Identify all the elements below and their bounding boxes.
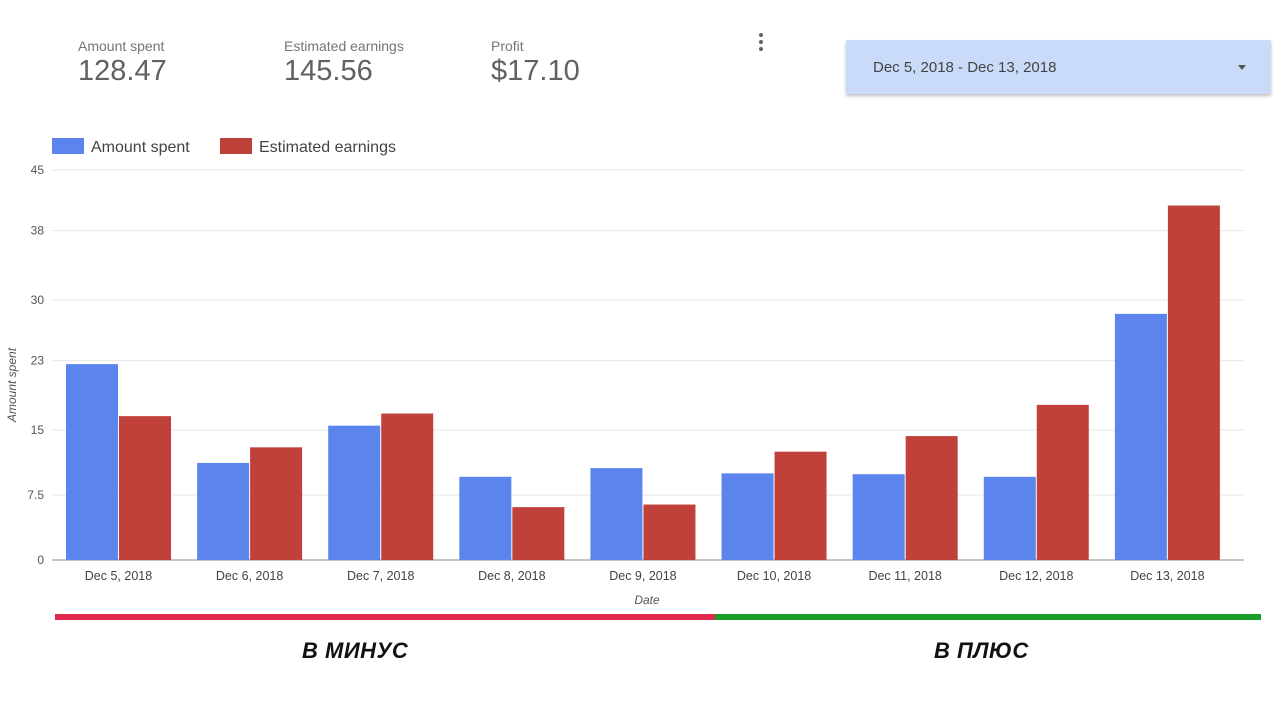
bar-amount-spent	[459, 476, 512, 560]
x-tick-label: Dec 13, 2018	[1130, 569, 1204, 583]
bar-amount-spent	[983, 476, 1036, 560]
kpi-value: 128.47	[78, 55, 167, 87]
x-tick-label: Dec 7, 2018	[347, 569, 414, 583]
x-tick-label: Dec 6, 2018	[216, 569, 283, 583]
bar-estimated-earnings	[774, 451, 827, 560]
kpi-amount-spent: Amount spent 128.47	[78, 38, 167, 88]
y-tick-label: 30	[31, 293, 45, 307]
bar-estimated-earnings	[905, 436, 958, 560]
x-axis-title: Date	[634, 593, 660, 607]
bar-amount-spent	[852, 474, 905, 560]
kpi-label: Amount spent	[78, 38, 165, 54]
bar-amount-spent	[66, 364, 118, 560]
kpi-profit: Profit $17.10	[491, 38, 580, 88]
y-tick-label: 23	[31, 354, 45, 368]
bar-chart: 0 7.5 15 23 30 38 45 Dec 5, 2018 Dec 6, 2018 Dec …	[5, 138, 1244, 607]
more-vert-icon[interactable]	[750, 30, 772, 54]
kpi-value: 145.56	[284, 55, 373, 87]
legend-swatch	[220, 138, 252, 154]
x-tick-label: Dec 9, 2018	[609, 569, 676, 583]
legend-label: Estimated earnings	[259, 139, 396, 156]
y-tick-label: 38	[31, 224, 45, 238]
loss-period-bar	[55, 614, 715, 620]
x-tick-label: Dec 11, 2018	[868, 569, 941, 583]
arrow-drop-down-icon	[1238, 65, 1246, 70]
bar-estimated-earnings	[643, 504, 696, 560]
bar-estimated-earnings	[381, 413, 434, 560]
y-axis-title: Amount spent	[5, 347, 19, 423]
bar-estimated-earnings	[250, 447, 303, 560]
bar-amount-spent	[1114, 313, 1167, 560]
bar-estimated-earnings	[119, 416, 171, 560]
bar-amount-spent	[721, 473, 774, 560]
kpi-label: Estimated earnings	[284, 38, 404, 54]
kpi-estimated-earnings: Estimated earnings 145.56	[284, 38, 404, 88]
y-tick-label: 45	[31, 163, 45, 177]
loss-period-label: В МИНУС	[302, 638, 409, 663]
x-tick-label: Dec 8, 2018	[478, 569, 545, 583]
x-tick-label: Dec 10, 2018	[737, 569, 811, 583]
profit-period-bar	[715, 614, 1261, 620]
kpi-label: Profit	[491, 38, 524, 54]
bar-amount-spent	[590, 468, 643, 560]
legend-swatch	[52, 138, 84, 154]
bar-amount-spent	[328, 425, 381, 560]
y-tick-label: 7.5	[27, 488, 44, 502]
x-tick-label: Dec 5, 2018	[85, 569, 152, 583]
legend-label: Amount spent	[91, 139, 190, 156]
y-tick-label: 15	[31, 423, 45, 437]
date-range-label: Dec 5, 2018 - Dec 13, 2018	[873, 59, 1057, 76]
bar-estimated-earnings	[1167, 205, 1220, 560]
date-range-picker[interactable]: Dec 5, 2018 - Dec 13, 2018	[846, 40, 1271, 94]
x-tick-label: Dec 12, 2018	[999, 569, 1073, 583]
bar-estimated-earnings	[1036, 404, 1089, 560]
y-tick-label: 0	[37, 553, 44, 567]
profit-period-label: В ПЛЮС	[934, 638, 1029, 663]
bar-estimated-earnings	[512, 507, 565, 560]
bar-amount-spent	[197, 462, 250, 560]
kpi-value: $17.10	[491, 55, 580, 87]
